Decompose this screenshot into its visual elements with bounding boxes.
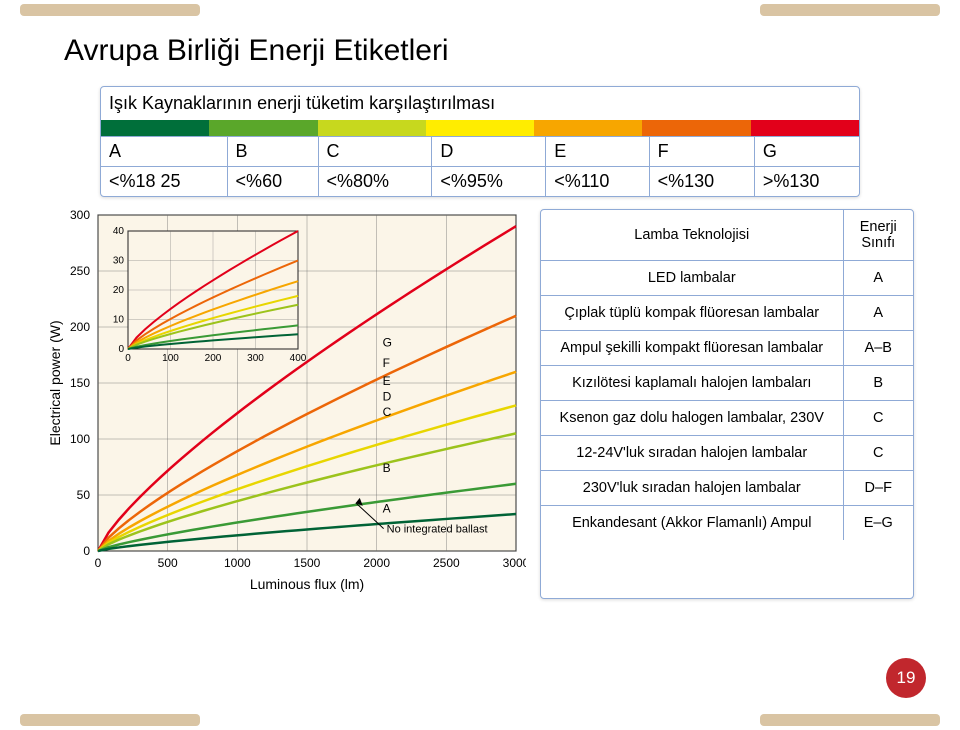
svg-text:Electrical power (W): Electrical power (W)	[47, 320, 63, 445]
tech-class: A	[843, 296, 913, 331]
svg-text:40: 40	[113, 226, 125, 237]
svg-text:G: G	[383, 336, 392, 350]
tech-label: Ksenon gaz dolu halogen lambalar, 230V	[541, 401, 843, 436]
svg-text:Luminous flux (lm): Luminous flux (lm)	[250, 576, 364, 592]
svg-text:C: C	[383, 405, 392, 419]
svg-text:300: 300	[70, 209, 90, 222]
table-header: G	[754, 137, 859, 167]
tech-class: A–B	[843, 331, 913, 366]
color-cell	[101, 120, 209, 136]
comparison-caption: Işık Kaynaklarının enerji tüketim karşıl…	[101, 87, 859, 120]
table-cell: <%60	[227, 167, 318, 197]
table-row: 230V'luk sıradan halojen lambalarD–F	[541, 471, 913, 506]
svg-text:0: 0	[95, 556, 102, 570]
comparison-color-row	[101, 120, 859, 136]
technology-table-box: Lamba Teknolojisi Enerji Sınıfı LED lamb…	[540, 209, 914, 599]
svg-text:2500: 2500	[433, 556, 460, 570]
table-header-row: ABCDEFG	[101, 137, 859, 167]
color-cell	[642, 120, 750, 136]
page-title: Avrupa Birliği Enerji Etiketleri	[64, 34, 920, 68]
svg-text:300: 300	[247, 353, 264, 364]
table-cell: <%95%	[432, 167, 546, 197]
svg-text:20: 20	[113, 285, 125, 296]
tech-header-class: Enerji Sınıfı	[843, 210, 913, 261]
color-cell	[318, 120, 426, 136]
comparison-table: ABCDEFG <%18 25<%60<%80%<%95%<%110<%130>…	[101, 136, 859, 196]
svg-text:10: 10	[113, 315, 125, 326]
svg-text:100: 100	[70, 432, 90, 446]
decoration-bottom	[0, 708, 960, 730]
page-content: Avrupa Birliği Enerji Etiketleri Işık Ka…	[0, 0, 960, 609]
chart-container: 0500100015002000250030000501001502002503…	[46, 209, 526, 599]
table-header-row: Lamba Teknolojisi Enerji Sınıfı	[541, 210, 913, 261]
table-row: LED lambalarA	[541, 261, 913, 296]
svg-text:0: 0	[125, 353, 131, 364]
table-header: D	[432, 137, 546, 167]
color-cell	[426, 120, 534, 136]
svg-text:200: 200	[70, 320, 90, 334]
svg-text:200: 200	[205, 353, 222, 364]
tech-label: Çıplak tüplü kompak flüoresan lambalar	[541, 296, 843, 331]
color-cell	[534, 120, 642, 136]
svg-text:0: 0	[118, 344, 124, 355]
svg-text:F: F	[383, 356, 390, 370]
color-cell	[209, 120, 317, 136]
table-header: C	[318, 137, 432, 167]
tech-class: E–G	[843, 506, 913, 541]
table-row: 12-24V'luk sıradan halojen lambalarC	[541, 436, 913, 471]
lower-section: 0500100015002000250030000501001502002503…	[40, 209, 920, 599]
table-row: Ksenon gaz dolu halogen lambalar, 230VC	[541, 401, 913, 436]
tech-header-label: Lamba Teknolojisi	[541, 210, 843, 261]
comparison-table-box: Işık Kaynaklarının enerji tüketim karşıl…	[100, 86, 860, 197]
tech-class: B	[843, 366, 913, 401]
svg-text:No integrated ballast: No integrated ballast	[387, 524, 488, 536]
table-row: Çıplak tüplü kompak flüoresan lambalarA	[541, 296, 913, 331]
table-row: Ampul şekilli kompakt flüoresan lambalar…	[541, 331, 913, 366]
decoration-top	[0, 0, 960, 22]
tech-label: 230V'luk sıradan halojen lambalar	[541, 471, 843, 506]
tech-label: Enkandesant (Akkor Flamanlı) Ampul	[541, 506, 843, 541]
svg-text:2000: 2000	[363, 556, 390, 570]
tech-class: D–F	[843, 471, 913, 506]
table-row: <%18 25<%60<%80%<%95%<%110<%130>%130	[101, 167, 859, 197]
table-cell: <%80%	[318, 167, 432, 197]
svg-text:50: 50	[77, 488, 91, 502]
table-header: F	[649, 137, 754, 167]
svg-text:1000: 1000	[224, 556, 251, 570]
table-row: Kızılötesi kaplamalı halojen lambalarıB	[541, 366, 913, 401]
table-cell: <%18 25	[101, 167, 227, 197]
color-cell	[751, 120, 859, 136]
page-number-badge: 19	[886, 658, 926, 698]
table-cell: <%130	[649, 167, 754, 197]
svg-text:30: 30	[113, 256, 125, 267]
svg-text:250: 250	[70, 264, 90, 278]
tech-label: Kızılötesi kaplamalı halojen lambaları	[541, 366, 843, 401]
svg-text:500: 500	[158, 556, 178, 570]
table-row: Enkandesant (Akkor Flamanlı) AmpulE–G	[541, 506, 913, 541]
table-header: B	[227, 137, 318, 167]
tech-label: LED lambalar	[541, 261, 843, 296]
svg-text:D: D	[383, 389, 392, 403]
svg-text:E: E	[383, 374, 391, 388]
technology-table: Lamba Teknolojisi Enerji Sınıfı LED lamb…	[541, 210, 913, 540]
svg-text:100: 100	[162, 353, 179, 364]
tech-label: Ampul şekilli kompakt flüoresan lambalar	[541, 331, 843, 366]
svg-text:A: A	[383, 501, 391, 515]
tech-class: A	[843, 261, 913, 296]
tech-class: C	[843, 436, 913, 471]
tech-label: 12-24V'luk sıradan halojen lambalar	[541, 436, 843, 471]
table-cell: <%110	[546, 167, 649, 197]
svg-text:0: 0	[83, 544, 90, 558]
tech-class: C	[843, 401, 913, 436]
table-header: E	[546, 137, 649, 167]
power-flux-chart: 0500100015002000250030000501001502002503…	[46, 209, 526, 599]
svg-text:3000: 3000	[503, 556, 526, 570]
svg-text:150: 150	[70, 376, 90, 390]
svg-text:B: B	[383, 461, 391, 475]
svg-text:400: 400	[290, 353, 307, 364]
svg-text:1500: 1500	[294, 556, 321, 570]
table-cell: >%130	[754, 167, 859, 197]
table-header: A	[101, 137, 227, 167]
